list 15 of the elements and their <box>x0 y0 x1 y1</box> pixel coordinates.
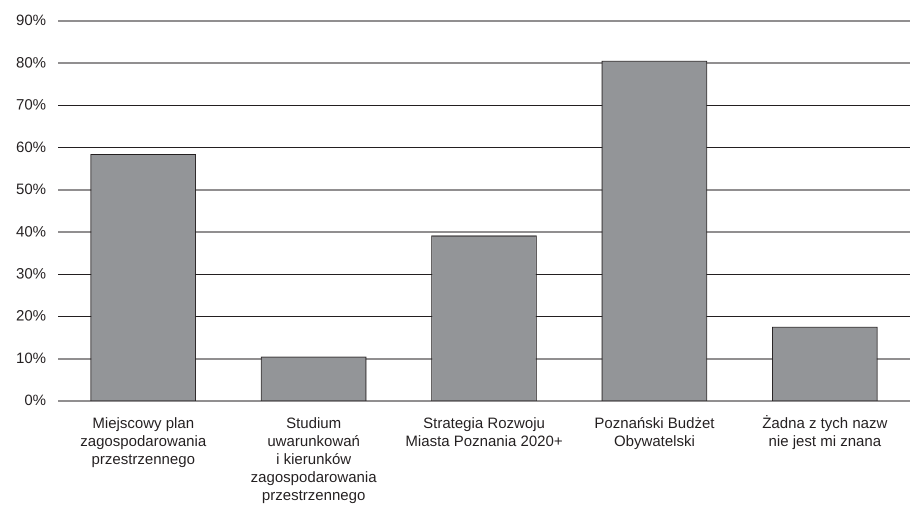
x-tick-label: Poznański Budżet Obywatelski <box>594 415 716 450</box>
y-tick-label: 90% <box>16 12 46 30</box>
y-tick-label: 10% <box>16 350 46 367</box>
y-tick-label: 50% <box>16 181 46 198</box>
y-tick-label: 60% <box>16 138 46 156</box>
x-tick-label: Strategia Rozwoju Miasta Poznania 2020+ <box>405 415 563 450</box>
y-tick-label: 20% <box>16 308 46 325</box>
y-tick-label: 0% <box>24 392 46 410</box>
x-tick-label: Miejscowy plan zagospodarowania przestrzennego <box>80 415 207 468</box>
y-tick-label: 80% <box>16 54 46 72</box>
x-tick-label: Żadna z tych nazw nie jest mi znana <box>762 414 888 450</box>
x-tick-label: Studium uwarunkowań i kierunków zagospodarowania przestrzennego <box>250 415 378 504</box>
y-tick-label: 40% <box>16 223 46 240</box>
y-tick-label: 30% <box>16 265 46 282</box>
y-tick-label: 70% <box>16 96 46 114</box>
